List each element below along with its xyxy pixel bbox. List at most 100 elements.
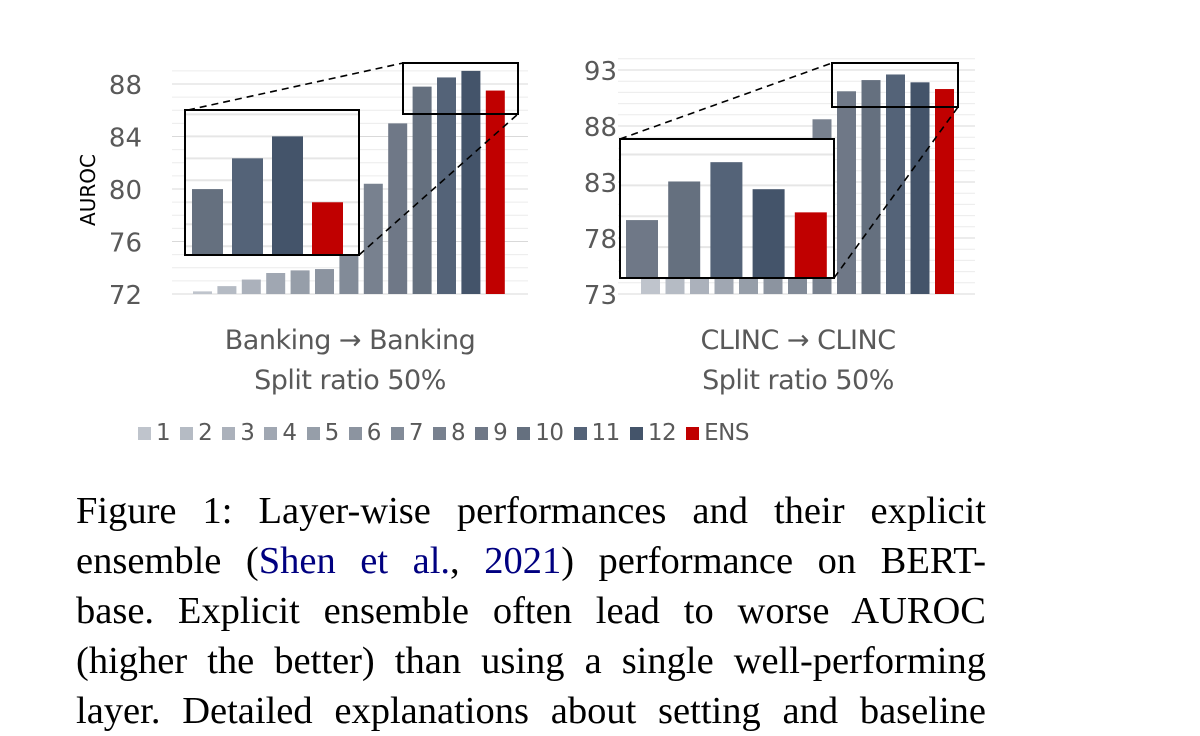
legend-label: 1 bbox=[156, 420, 171, 446]
bar-7 bbox=[788, 277, 807, 294]
bar-5 bbox=[290, 270, 310, 294]
chart-right: 73 78 83 88 93 bbox=[584, 57, 975, 311]
bar-4 bbox=[266, 273, 286, 294]
legend-label: 8 bbox=[450, 420, 466, 446]
bar-6 bbox=[315, 269, 334, 294]
bar-11 bbox=[886, 74, 905, 294]
chart-left-title-line1: Banking → Banking bbox=[224, 325, 476, 356]
legend-label: 4 bbox=[282, 420, 297, 446]
chart-right-title-line1: CLINC → CLINC bbox=[700, 325, 896, 356]
bar-2 bbox=[665, 277, 685, 294]
y-tick-label: 84 bbox=[109, 124, 142, 154]
chart-left: 72 76 80 84 88 AUROC bbox=[76, 62, 528, 311]
legend-item-9: 9 bbox=[475, 420, 508, 446]
bar-ENS bbox=[485, 90, 505, 294]
bar-10 bbox=[412, 86, 432, 294]
citation-link-year[interactable]: 2021 bbox=[484, 540, 562, 582]
bar-10 bbox=[861, 80, 881, 294]
citation-link-author[interactable]: Shen et al. bbox=[258, 540, 451, 582]
y-tick-label: 78 bbox=[584, 225, 617, 255]
bar-12 bbox=[910, 82, 930, 294]
y-tick-label: 93 bbox=[584, 57, 617, 87]
legend-label: 3 bbox=[240, 420, 255, 446]
legend-swatch-icon bbox=[573, 426, 587, 440]
legend-swatch-icon bbox=[306, 426, 320, 440]
zoom-inset bbox=[619, 138, 835, 279]
y-tick-label: 88 bbox=[109, 71, 142, 101]
caption-text: , bbox=[450, 540, 485, 582]
legend-item-6: 6 bbox=[348, 420, 382, 446]
bar-1 bbox=[641, 277, 660, 294]
figure-caption: Figure 1: Layer-wise performances and th… bbox=[76, 486, 986, 736]
legend-swatch-icon bbox=[180, 426, 194, 440]
inset-bar-9 bbox=[626, 220, 658, 278]
bar-9 bbox=[837, 91, 856, 294]
y-tick-label: 72 bbox=[109, 281, 142, 311]
chart-left-title-line2: Split ratio 50% bbox=[254, 365, 446, 396]
legend-swatch-icon bbox=[475, 426, 489, 440]
caption-line-5: layer. Detailed explanations about setti… bbox=[76, 690, 986, 732]
legend-swatch-icon bbox=[517, 426, 531, 440]
inset-bar-ENS bbox=[794, 212, 827, 278]
legend-label: 10 bbox=[535, 420, 564, 446]
legend-item-8: 8 bbox=[432, 420, 466, 446]
bar-4 bbox=[714, 277, 734, 294]
inset-bar-12 bbox=[752, 189, 785, 278]
legend-label: 7 bbox=[408, 420, 424, 446]
legend-item-ENS: ENS bbox=[686, 420, 749, 446]
inset-frame bbox=[184, 109, 360, 256]
bar-3 bbox=[690, 277, 709, 294]
legend-swatch-icon bbox=[264, 426, 278, 440]
legend-item-11: 11 bbox=[573, 420, 621, 446]
legend-label: ENS bbox=[704, 420, 749, 446]
bar-8 bbox=[363, 183, 383, 294]
y-tick-label: 88 bbox=[584, 113, 617, 143]
legend-label: 11 bbox=[591, 420, 621, 446]
caption-text: ensemble ( bbox=[76, 540, 259, 582]
chart-right-title-line2: Split ratio 50% bbox=[702, 365, 894, 396]
legend-label: 6 bbox=[366, 420, 382, 446]
zoom-region-box bbox=[402, 62, 519, 115]
legend-swatch-icon bbox=[222, 426, 236, 440]
legend-item-1: 1 bbox=[138, 420, 171, 446]
legend-item-2: 2 bbox=[180, 420, 213, 446]
y-tick-label: 76 bbox=[109, 229, 142, 259]
caption-line-4: (higher the better) than using a single … bbox=[76, 640, 986, 682]
bar-ENS bbox=[935, 89, 954, 294]
caption-line-2: ensemble (Shen et al., 2021) performance… bbox=[76, 536, 986, 586]
bar-6 bbox=[763, 277, 783, 294]
chart-left-title: Banking → Banking Split ratio 50% bbox=[150, 321, 550, 401]
inset-bar-11 bbox=[710, 162, 743, 278]
inset-bar-12 bbox=[272, 136, 303, 255]
legend-item-5: 5 bbox=[306, 420, 340, 446]
legend-item-12: 12 bbox=[629, 420, 677, 446]
chart-legend: 1 2 3 4 5 6 7 8 9 10 11 12 ENS bbox=[138, 418, 759, 448]
bar-3 bbox=[241, 279, 261, 294]
legend-label: 5 bbox=[324, 420, 340, 446]
y-tick-label: 80 bbox=[109, 176, 142, 206]
caption-text: ) performance on BERT- bbox=[561, 540, 987, 582]
zoom-connector-line bbox=[187, 62, 404, 111]
bar-2 bbox=[217, 286, 237, 294]
inset-bar-11 bbox=[232, 158, 263, 255]
bar-9 bbox=[388, 123, 408, 294]
legend-label: 12 bbox=[647, 420, 677, 446]
legend-swatch-icon bbox=[390, 426, 404, 440]
legend-label: 9 bbox=[493, 420, 508, 446]
zoom-region-box bbox=[831, 62, 959, 108]
inset-bar-10 bbox=[192, 189, 223, 255]
zoom-inset bbox=[184, 109, 360, 256]
y-axis-label: AUROC bbox=[76, 154, 100, 226]
zoom-connector-line bbox=[619, 62, 833, 140]
legend-swatch-icon bbox=[686, 426, 700, 440]
legend-item-10: 10 bbox=[517, 420, 564, 446]
inset-bar-ENS bbox=[312, 202, 343, 255]
legend-item-7: 7 bbox=[390, 420, 424, 446]
legend-item-3: 3 bbox=[222, 420, 255, 446]
legend-swatch-icon bbox=[432, 426, 446, 440]
chart-right-title: CLINC → CLINC Split ratio 50% bbox=[598, 321, 998, 401]
bar-1 bbox=[193, 291, 212, 294]
caption-line-3: base. Explicit ensemble often lead to wo… bbox=[76, 590, 986, 632]
legend-label: 2 bbox=[198, 420, 213, 446]
caption-line-1: Figure 1: Layer-wise performances and th… bbox=[76, 490, 986, 532]
